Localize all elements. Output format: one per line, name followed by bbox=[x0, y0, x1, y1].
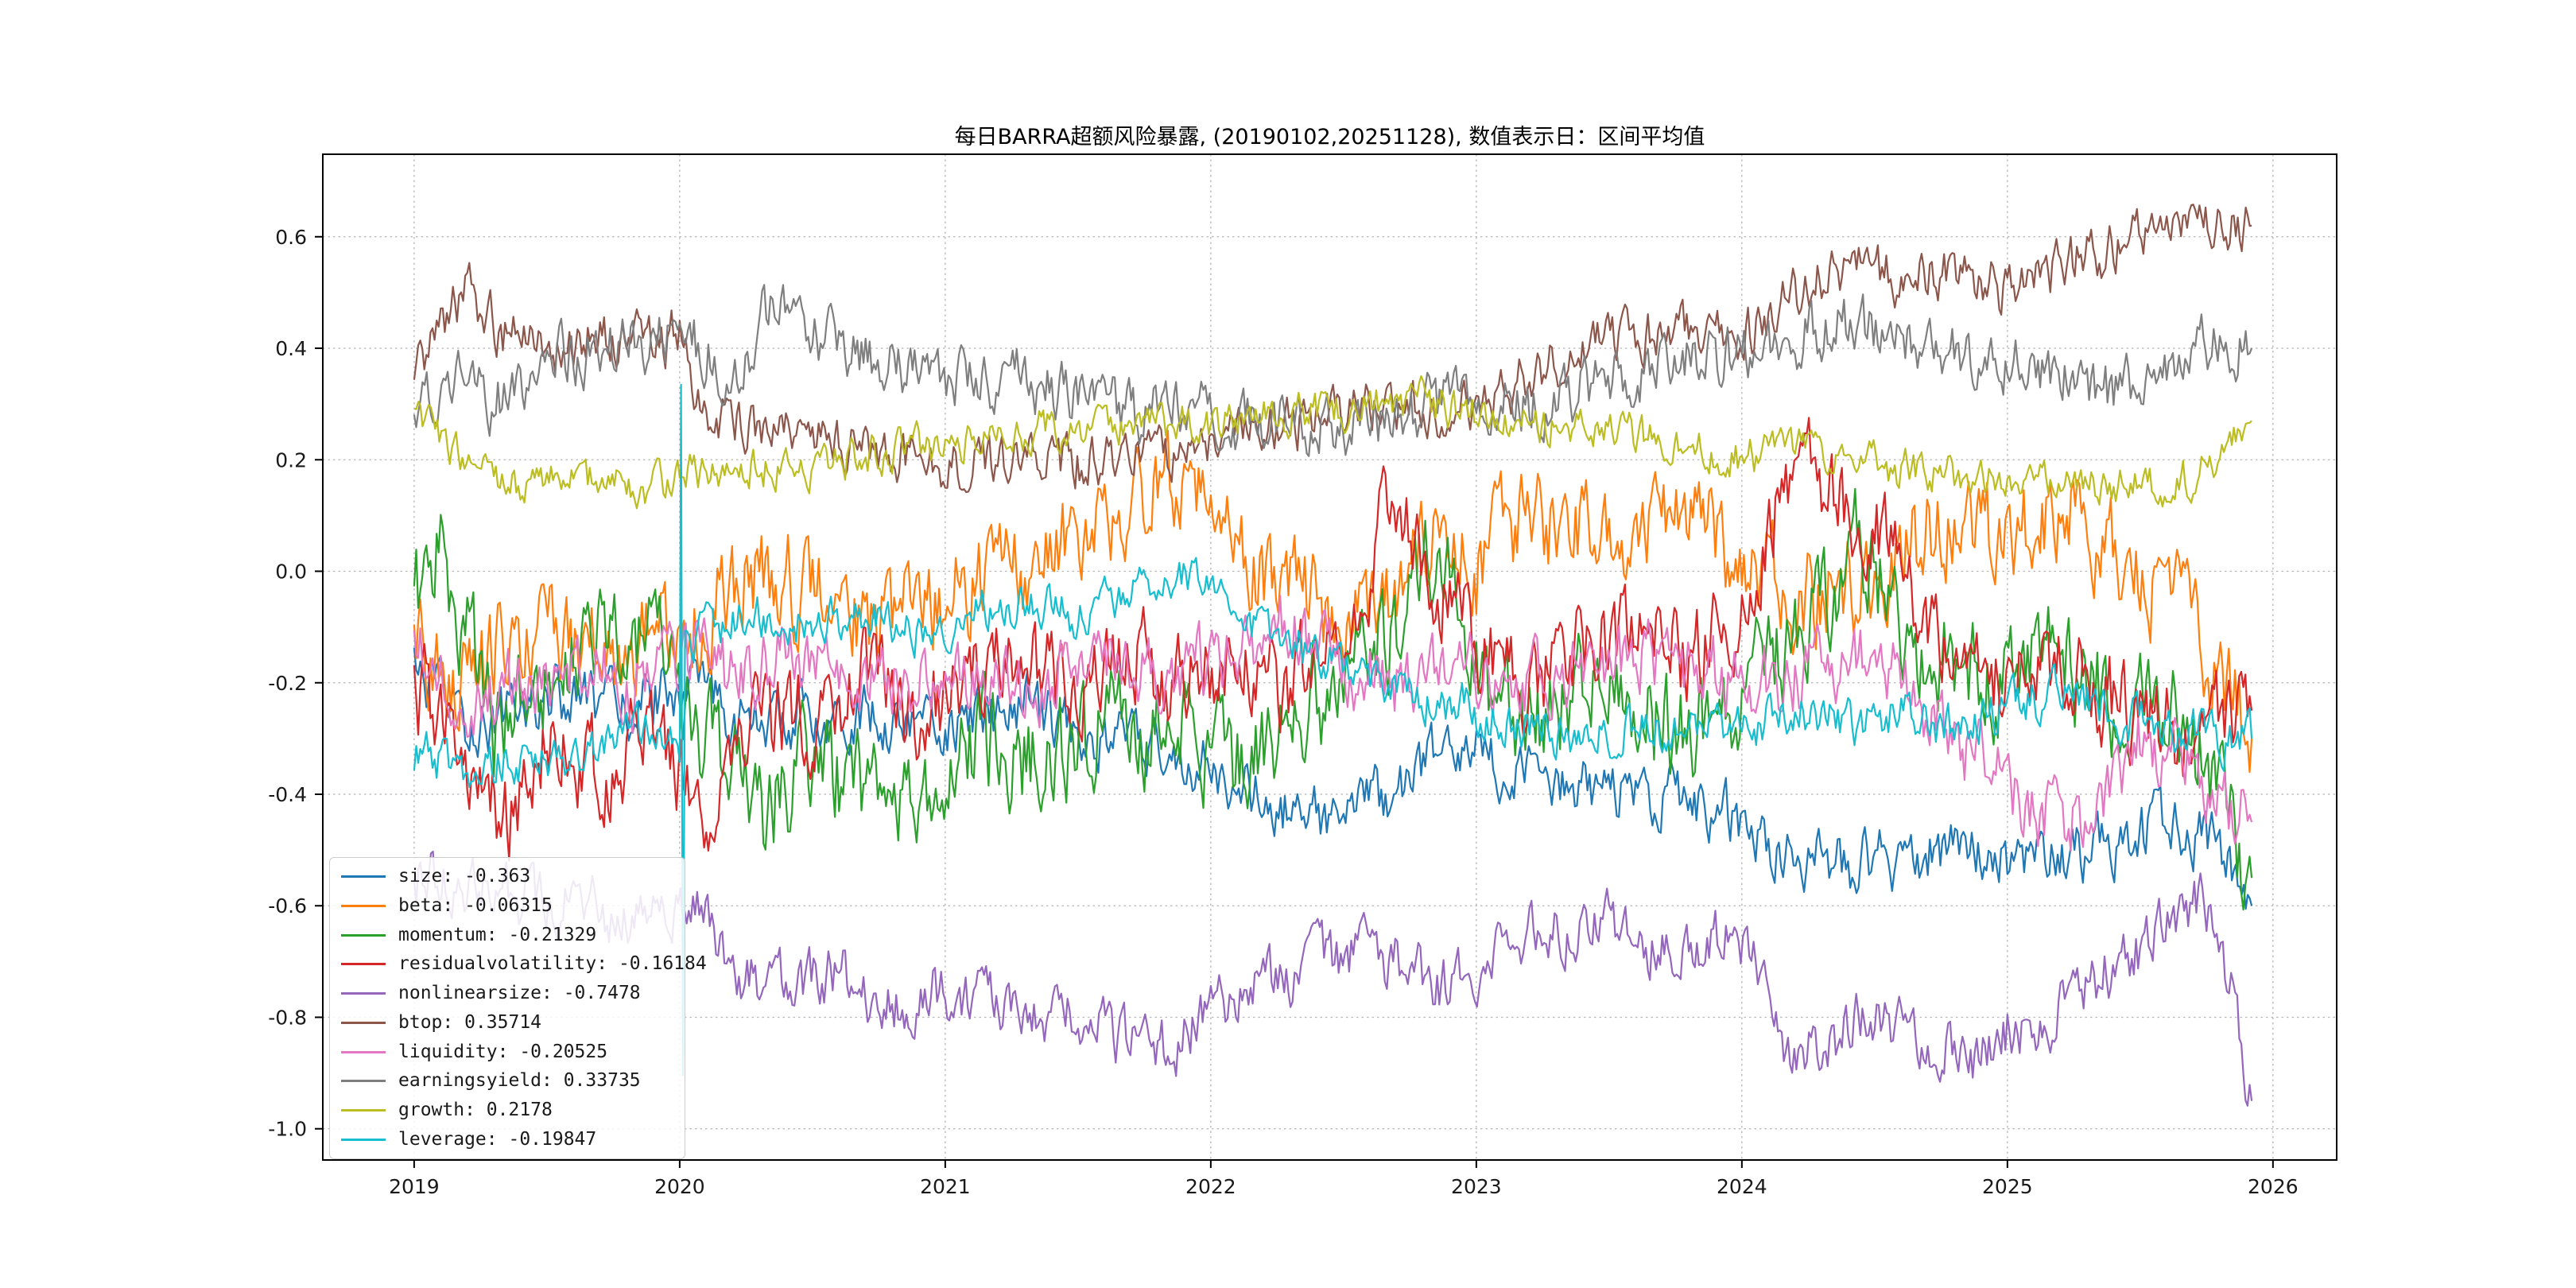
legend-label-size: size: -0.363 bbox=[398, 866, 531, 886]
y-tick-label: 0.6 bbox=[275, 226, 307, 249]
series-line-btop bbox=[413, 204, 2252, 494]
legend-swatch-beta bbox=[341, 904, 386, 907]
axes-border bbox=[322, 153, 2337, 1161]
x-tick-label: 2022 bbox=[1185, 1175, 1236, 1198]
x-tick-label: 2019 bbox=[389, 1175, 440, 1198]
series-line-growth bbox=[413, 375, 2252, 510]
series-line-beta bbox=[413, 429, 2253, 774]
legend-label-liquidity: liquidity: -0.20525 bbox=[398, 1041, 608, 1062]
x-tick-label: 2023 bbox=[1451, 1175, 1502, 1198]
y-tick-label: -1.0 bbox=[268, 1118, 307, 1141]
legend-label-residualvolatility: residualvolatility: -0.16184 bbox=[398, 953, 707, 975]
legend-swatch-earningsyield bbox=[341, 1080, 386, 1083]
legend-item-beta: beta: -0.06315 bbox=[341, 894, 673, 916]
x-tick-label: 2020 bbox=[654, 1175, 705, 1198]
y-tick-label: 0.2 bbox=[275, 448, 307, 471]
legend-label-btop: btop: 0.35714 bbox=[398, 1011, 542, 1033]
legend-swatch-liquidity bbox=[341, 1050, 386, 1053]
y-tick-label: -0.6 bbox=[268, 894, 307, 918]
series-line-momentum bbox=[413, 487, 2253, 911]
y-tick-label: -0.4 bbox=[268, 783, 307, 806]
legend-item-residualvolatility: residualvolatility: -0.16184 bbox=[341, 955, 707, 973]
legend-item-size: size: -0.363 bbox=[341, 867, 673, 886]
legend-item-earningsyield: earningsyield: 0.33735 bbox=[341, 1072, 673, 1090]
y-tick-label: -0.2 bbox=[268, 672, 307, 695]
legend-label-nonlinearsize: nonlinearsize: -0.7478 bbox=[398, 983, 641, 1004]
y-tick-label: -0.8 bbox=[268, 1006, 307, 1029]
chart-title: 每日BARRA超额风险暴露, (20190102,20251128), 数值表示… bbox=[954, 125, 1705, 149]
legend-item-leverage: leverage: -0.19847 bbox=[341, 1128, 673, 1150]
legend-swatch-btop bbox=[341, 1021, 386, 1024]
legend-swatch-nonlinearsize bbox=[341, 992, 386, 995]
series-line-nonlinearsize bbox=[413, 850, 2253, 1107]
legend-swatch-momentum bbox=[341, 933, 386, 937]
y-tick-label: 0.4 bbox=[275, 337, 307, 360]
legend-label-beta: beta: -0.06315 bbox=[398, 894, 553, 916]
legend-item-liquidity: liquidity: -0.20525 bbox=[341, 1041, 673, 1062]
legend-swatch-leverage bbox=[341, 1138, 386, 1141]
legend-item-growth: growth: 0.2178 bbox=[341, 1101, 673, 1119]
x-tick-label: 2021 bbox=[920, 1175, 971, 1198]
legend-swatch-residualvolatility bbox=[341, 963, 386, 966]
legend-item-momentum: momentum: -0.21329 bbox=[341, 924, 673, 945]
legend-label-momentum: momentum: -0.21329 bbox=[398, 924, 597, 945]
legend-label-earningsyield: earningsyield: 0.33735 bbox=[398, 1070, 641, 1092]
x-tick-label: 2026 bbox=[2248, 1175, 2299, 1198]
legend-item-nonlinearsize: nonlinearsize: -0.7478 bbox=[341, 984, 673, 1003]
x-tick-label: 2025 bbox=[1982, 1175, 2033, 1198]
legend-label-growth: growth: 0.2178 bbox=[398, 1100, 553, 1121]
legend-swatch-size bbox=[341, 875, 386, 878]
legend-swatch-growth bbox=[341, 1109, 386, 1112]
series-line-leverage bbox=[413, 383, 2253, 1077]
legend-label-leverage: leverage: -0.19847 bbox=[398, 1128, 597, 1150]
series-line-size bbox=[413, 647, 2253, 910]
series-line-residualvolatility bbox=[413, 417, 2253, 862]
legend-item-btop: btop: 0.35714 bbox=[341, 1011, 673, 1033]
x-tick-label: 2024 bbox=[1717, 1175, 1767, 1198]
series-line-earningsyield bbox=[413, 284, 2253, 457]
legend: size: -0.363 beta: -0.06315 momentum: -0.2… bbox=[329, 857, 707, 1159]
y-tick-label: 0.0 bbox=[275, 561, 307, 584]
